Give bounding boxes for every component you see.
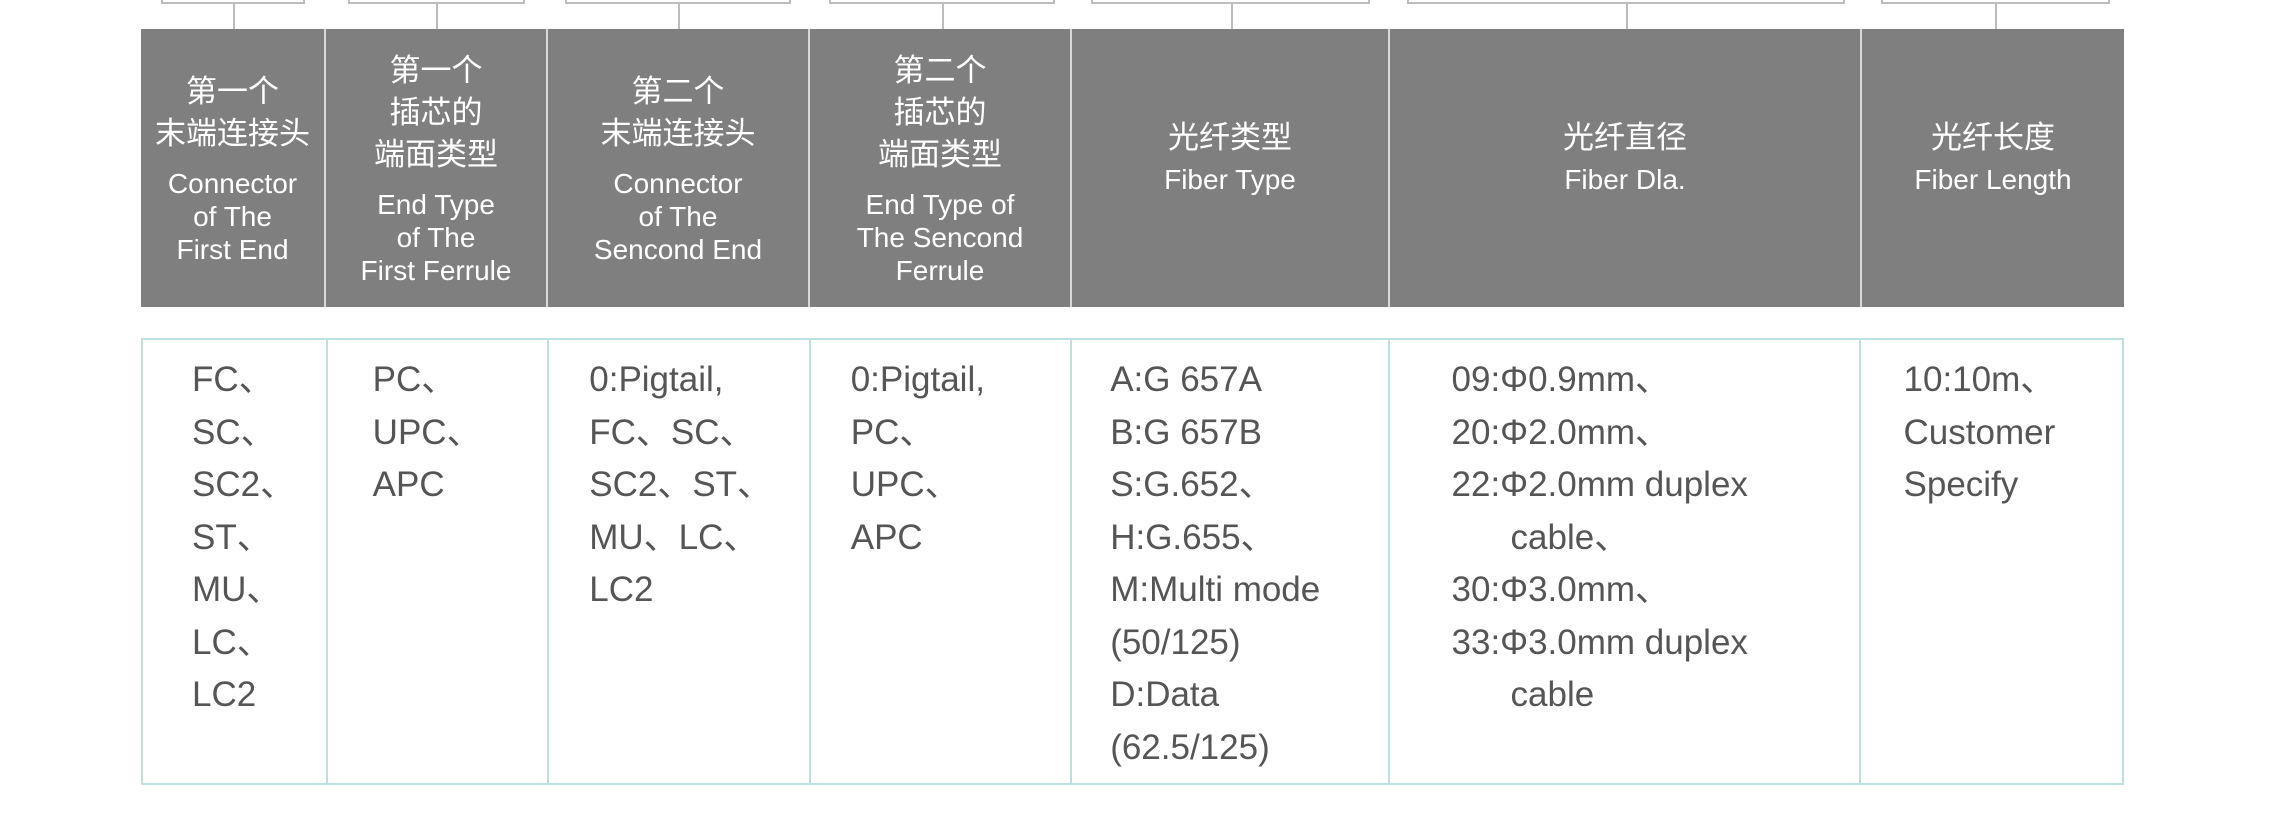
- cell-line: 33:Φ3.0mm duplex: [1451, 622, 1748, 662]
- body-cell: 0:Pigtail, FC、SC、 SC2、ST、 MU、LC、 LC2: [549, 340, 811, 783]
- cell-line: MU、LC、: [589, 517, 759, 557]
- header-zh: 第一个 末端连接头: [155, 73, 310, 151]
- header-cell: 第二个 插芯的 端面类型 End Type of The Sencond Ferr…: [810, 29, 1072, 307]
- header-cell: 第二个 末端连接头 Connector of The Sencond End: [548, 29, 810, 307]
- cell-line: Specify: [1903, 465, 2019, 504]
- cell-line: 20:Φ2.0mm、: [1451, 412, 1671, 452]
- connector-line: [1231, 4, 1233, 29]
- connector-line: [436, 4, 438, 29]
- cell-line: 09:Φ0.9mm、: [1451, 360, 1671, 399]
- cell-line: PC、: [850, 412, 935, 452]
- code-box-5: [1091, 0, 1370, 4]
- cell-line: H:G.655、: [1110, 517, 1276, 557]
- code-box-2: [348, 0, 525, 4]
- cell-line: Customer: [1903, 412, 2056, 452]
- header-en: End Type of The Sencond Ferrule: [856, 188, 1024, 286]
- cell-line: PC、: [372, 360, 457, 399]
- body-cell: PC、 UPC、 APC: [328, 340, 550, 783]
- cell-line: APC: [372, 465, 445, 504]
- cell-line: cable、: [1510, 517, 1630, 557]
- connector-line: [1995, 4, 1997, 29]
- body-cell: FC、 SC、 SC2、 ST、 MU、 LC、 LC2: [143, 340, 328, 783]
- cell-line: A:G 657A: [1110, 360, 1262, 399]
- header-cell: 光纤直径 Fiber Dla.: [1390, 29, 1862, 307]
- header-zh: 光纤长度: [1931, 120, 2055, 155]
- body-cell: A:G 657A B:G 657B S:G.652、 H:G.655、 M:Multi …: [1072, 340, 1390, 783]
- code-box-1: [161, 0, 305, 4]
- cell-line: 10:10m、: [1903, 360, 2056, 399]
- table-body: FC、 SC、 SC2、 ST、 MU、 LC、 LC2 PC、 UPC、 APC 0:Pigtai…: [141, 338, 2124, 785]
- cell-line: LC2: [589, 570, 654, 609]
- cell-line: SC2、ST、: [589, 465, 773, 504]
- header-zh: 第二个 插芯的 端面类型: [878, 52, 1002, 172]
- header-zh: 第一个 插芯的 端面类型: [374, 52, 498, 172]
- header-en: End Type of The First Ferrule: [360, 188, 512, 286]
- connector-line: [678, 4, 680, 29]
- cell-line: 0:Pigtail,: [589, 360, 724, 399]
- cell-line: cable: [1510, 675, 1595, 714]
- table-header: 第一个 末端连接头 Connector of The First End 第一个 插…: [141, 29, 2124, 307]
- header-cell: 第一个 插芯的 端面类型 End Type of The First Ferrul…: [326, 29, 548, 307]
- cell-line: (50/125): [1110, 622, 1241, 662]
- header-cell: 光纤长度 Fiber Length: [1862, 29, 2124, 307]
- cell-line: S:G.652、: [1110, 465, 1274, 504]
- cell-line: FC、: [192, 360, 274, 399]
- cell-line: FC、SC、: [589, 412, 755, 452]
- header-en: Connector of The First End: [167, 167, 298, 265]
- cell-line: 22:Φ2.0mm duplex: [1451, 465, 1748, 504]
- cell-line: MU、: [192, 570, 282, 609]
- cell-line: LC2: [192, 675, 257, 714]
- cell-line: UPC、: [372, 412, 482, 452]
- cell-line: UPC、: [850, 465, 960, 504]
- code-box-4: [829, 0, 1055, 4]
- cell-line: 0:Pigtail,: [850, 360, 985, 399]
- body-cell: 10:10m、 Customer Specify: [1861, 340, 2122, 783]
- header-en: Connector of The Sencond End: [593, 167, 763, 265]
- connector-line: [942, 4, 944, 29]
- cell-line: SC、: [192, 412, 276, 452]
- cell-line: B:G 657B: [1110, 412, 1262, 452]
- body-cell: 0:Pigtail, PC、 UPC、 APC: [811, 340, 1073, 783]
- cell-line: D:Data: [1110, 675, 1220, 714]
- connector-line: [233, 4, 235, 29]
- cell-line: ST、: [192, 517, 272, 557]
- cell-line: LC、: [192, 622, 272, 662]
- code-box-3: [565, 0, 791, 4]
- header-en: Fiber Length: [1914, 164, 2072, 195]
- header-zh: 第二个 末端连接头: [600, 73, 756, 151]
- header-cell: 第一个 末端连接头 Connector of The First End: [141, 29, 326, 307]
- cell-line: SC2、: [192, 465, 296, 504]
- code-box-6: [1407, 0, 1845, 4]
- connector-line: [1626, 4, 1628, 29]
- cell-line: (62.5/125): [1110, 727, 1270, 767]
- header-zh: 光纤类型: [1168, 120, 1292, 155]
- cell-line: 30:Φ3.0mm、: [1451, 570, 1671, 609]
- cell-line: M:Multi mode: [1110, 570, 1321, 609]
- header-zh: 光纤直径: [1563, 120, 1687, 155]
- body-cell: 09:Φ0.9mm、 20:Φ2.0mm、 22:Φ2.0mm duplex cabl…: [1390, 340, 1861, 783]
- cell-line: APC: [850, 517, 923, 557]
- header-en: Fiber Type: [1164, 164, 1296, 195]
- header-cell: 光纤类型 Fiber Type: [1072, 29, 1390, 307]
- header-en: Fiber Dla.: [1564, 164, 1686, 195]
- code-box-7: [1881, 0, 2110, 4]
